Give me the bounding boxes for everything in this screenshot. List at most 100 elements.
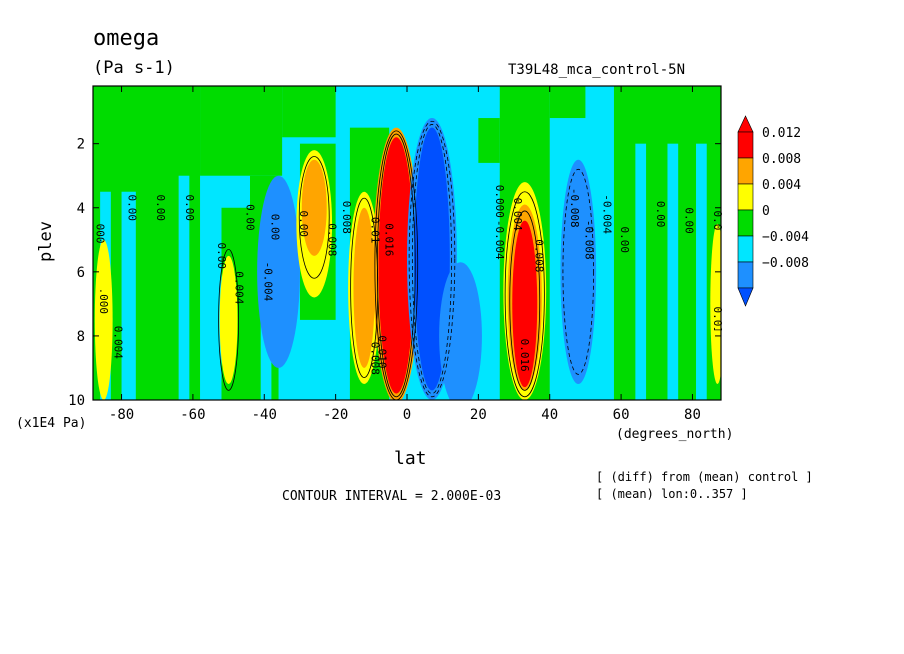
contour-label: 0.00 xyxy=(682,207,695,234)
cyan-column xyxy=(635,143,647,400)
yellow-blob xyxy=(94,239,113,400)
contour-label: 0.016 xyxy=(518,339,531,372)
colorbar-label: −0.004 xyxy=(762,230,809,245)
orange-blob xyxy=(353,207,375,368)
contour-label: 0.00 xyxy=(154,195,167,222)
axes: -80 -60 -40 -20 0 20 40 60 80 2 4 6 8 10 xyxy=(68,85,722,423)
colorbar-swatch xyxy=(737,235,754,263)
contour-line xyxy=(298,156,330,279)
y-tick-label: 4 xyxy=(77,201,85,217)
x-tick-label: -60 xyxy=(180,407,205,423)
colorbar-swatch xyxy=(737,157,754,185)
contour-label: 0.00 xyxy=(618,227,631,254)
x-tick-label: 40 xyxy=(541,407,558,423)
mean-note: [ (mean) lon:0..357 ] xyxy=(596,487,748,501)
plot-area: 0.000 0.000 0.00 0.00 0.00 0.00 0.00 0.00 0.00 0.… xyxy=(93,86,724,400)
blue-blob xyxy=(439,262,482,400)
contour-label: 0.008 xyxy=(532,239,545,272)
contour-label: 0.000 xyxy=(493,185,506,218)
contour-label: 0.00 xyxy=(243,204,256,231)
green-band xyxy=(549,86,586,119)
colorbar-label: −0.008 xyxy=(762,256,809,271)
contour-line xyxy=(350,197,379,378)
colorbar-swatch xyxy=(737,131,754,159)
contour-label: -0.008 xyxy=(568,188,581,228)
contour-label: 0.004 xyxy=(233,271,246,304)
contour-line xyxy=(562,168,595,375)
contour-label: 0.004 xyxy=(111,326,124,359)
contour-line xyxy=(218,249,239,391)
x-tick-label: 80 xyxy=(684,407,701,423)
green-band xyxy=(282,86,336,138)
contour-line xyxy=(411,124,453,394)
x-tick-label: -40 xyxy=(252,407,277,423)
diff-note: [ (diff) from (mean) control ] xyxy=(596,470,813,484)
red-blob xyxy=(512,220,538,388)
yellow-blob xyxy=(219,255,238,384)
contour-label: -0.004 xyxy=(261,262,274,302)
chart-units: (Pa s-1) xyxy=(93,58,175,78)
contour-label: -0.004 xyxy=(493,220,506,260)
contour-line xyxy=(408,120,456,398)
contour-label: 0.00 xyxy=(654,201,667,228)
y-axis-unit: (x1E4 Pa) xyxy=(16,416,87,431)
contour-labels: 0.000 0.000 0.00 0.00 0.00 0.00 0.00 0.00 0.00 0.… xyxy=(94,185,724,375)
contour-label: 0.000 xyxy=(97,281,110,314)
chart-title: omega xyxy=(93,26,160,51)
y-tick-label: 2 xyxy=(77,137,85,153)
x-tick-label: 60 xyxy=(613,407,630,423)
green-band xyxy=(200,86,283,176)
cyan-column xyxy=(696,143,707,400)
colorbar-bottom-arrow xyxy=(737,287,754,307)
cyan-column xyxy=(667,143,679,400)
contour-label: 0.010 xyxy=(375,335,388,368)
colorbar-label: 0.012 xyxy=(762,126,801,141)
contour-label: 0.008 xyxy=(326,223,339,256)
contour-label: -0.008 xyxy=(582,220,595,260)
blue-blob xyxy=(257,175,300,368)
contour-label: 0.00 xyxy=(215,243,228,270)
orange-blob xyxy=(301,159,327,256)
green-band xyxy=(478,118,500,163)
y-tick-label: 10 xyxy=(68,393,85,409)
run-label: T39L48_mca_control-5N xyxy=(508,62,686,78)
contour-label: 0.008 xyxy=(368,342,381,375)
contour-line xyxy=(504,191,545,398)
x-tick-label: 0 xyxy=(403,407,411,423)
x-axis-label: lat xyxy=(394,448,427,469)
x-tick-label: -80 xyxy=(109,407,134,423)
contour-label: 0.004 xyxy=(511,198,524,231)
colorbar-top-arrow xyxy=(737,115,754,133)
blue-blob xyxy=(560,159,597,384)
contour-label: 0.01 xyxy=(368,217,381,244)
red-blob xyxy=(378,137,415,394)
contour-label: 0.00 xyxy=(268,214,281,241)
y-tick-label: 6 xyxy=(77,265,85,281)
cyan-column xyxy=(178,175,190,400)
contour-label: -0.004 xyxy=(600,194,613,234)
x-tick-label: 20 xyxy=(470,407,487,423)
contour-label: 0.00 xyxy=(126,195,139,222)
colorbar-label: 0.008 xyxy=(762,152,801,167)
cyan-column xyxy=(121,191,136,400)
x-tick-label: -20 xyxy=(323,407,348,423)
contour-label: 0.000 xyxy=(94,210,107,243)
contour-label: 0.00 xyxy=(297,211,310,238)
filled-contours xyxy=(93,86,721,400)
yellow-blob xyxy=(710,223,721,384)
colorbar-label: 0.004 xyxy=(762,178,801,193)
y-tick-label: 8 xyxy=(77,329,85,345)
contour-label: 0.008 xyxy=(340,201,353,234)
contour-label: 0.00 xyxy=(183,195,196,222)
colorbar-swatch xyxy=(737,183,754,211)
cyan-column xyxy=(210,191,222,400)
colorbar: 0.012 0.008 0.004 0 −0.004 −0.008 xyxy=(737,115,809,307)
contour-interval: CONTOUR INTERVAL = 2.000E-03 xyxy=(282,489,502,504)
contour-line xyxy=(509,210,541,391)
contour-label: 0.016 xyxy=(383,223,396,256)
colorbar-swatch xyxy=(737,261,754,289)
colorbar-label: 0 xyxy=(762,204,770,219)
colorbar-swatch xyxy=(737,209,754,237)
x-axis-unit: (degrees_north) xyxy=(616,427,734,442)
